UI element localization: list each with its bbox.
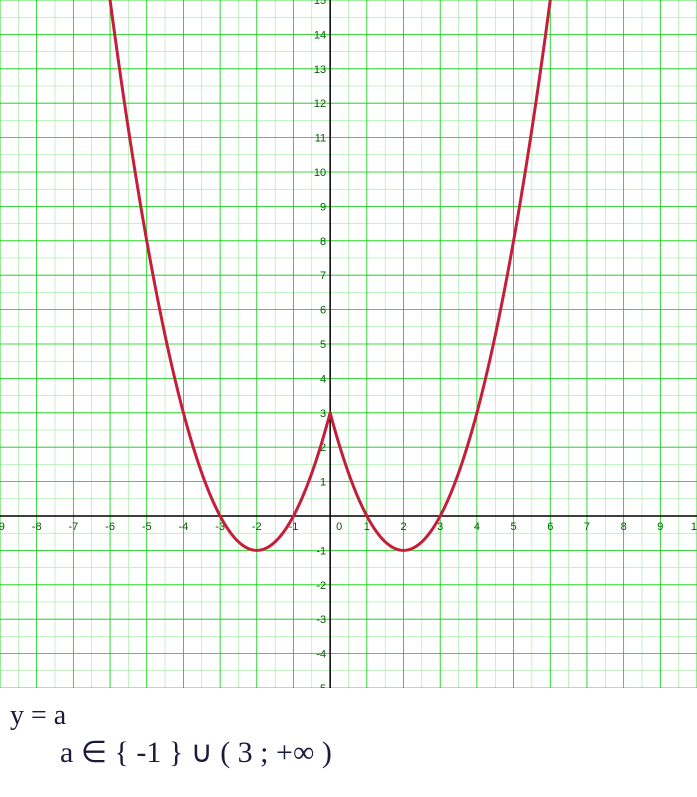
svg-text:13: 13 <box>314 64 326 76</box>
svg-text:7: 7 <box>320 270 326 282</box>
function-chart: -9-8-7-6-5-4-3-2-1012345678910-5-4-3-2-1… <box>0 0 697 688</box>
svg-text:7: 7 <box>584 521 590 533</box>
svg-text:-8: -8 <box>32 521 42 533</box>
svg-text:-7: -7 <box>68 521 78 533</box>
svg-text:10: 10 <box>691 521 697 533</box>
svg-text:9: 9 <box>657 521 663 533</box>
svg-text:0: 0 <box>336 521 342 533</box>
svg-text:-1: -1 <box>316 545 326 557</box>
svg-text:-5: -5 <box>316 683 326 688</box>
svg-text:15: 15 <box>314 0 326 7</box>
svg-text:-3: -3 <box>316 614 326 626</box>
svg-text:9: 9 <box>320 201 326 213</box>
annotation-line-2: a ∈ { -1 } ∪ ( 3 ; +∞ ) <box>60 735 332 770</box>
svg-text:11: 11 <box>315 133 326 145</box>
svg-text:3: 3 <box>320 408 326 420</box>
svg-text:5: 5 <box>511 521 517 533</box>
svg-text:6: 6 <box>320 305 326 317</box>
svg-text:14: 14 <box>314 29 326 41</box>
svg-text:8: 8 <box>621 521 627 533</box>
svg-text:12: 12 <box>314 98 326 110</box>
svg-text:-5: -5 <box>142 521 152 533</box>
svg-text:-9: -9 <box>0 521 5 533</box>
svg-text:-6: -6 <box>105 521 115 533</box>
svg-text:2: 2 <box>400 521 406 533</box>
annotation-line-1: y = a <box>10 700 66 732</box>
svg-text:-2: -2 <box>252 521 262 533</box>
svg-text:-4: -4 <box>179 521 189 533</box>
svg-text:6: 6 <box>547 521 553 533</box>
svg-text:8: 8 <box>320 236 326 248</box>
svg-text:4: 4 <box>320 373 326 385</box>
svg-text:5: 5 <box>320 339 326 351</box>
svg-text:10: 10 <box>314 167 326 179</box>
page: -9-8-7-6-5-4-3-2-1012345678910-5-4-3-2-1… <box>0 0 697 797</box>
svg-text:4: 4 <box>474 521 480 533</box>
svg-text:-4: -4 <box>316 649 326 661</box>
svg-text:-2: -2 <box>316 580 326 592</box>
svg-text:1: 1 <box>320 477 326 489</box>
